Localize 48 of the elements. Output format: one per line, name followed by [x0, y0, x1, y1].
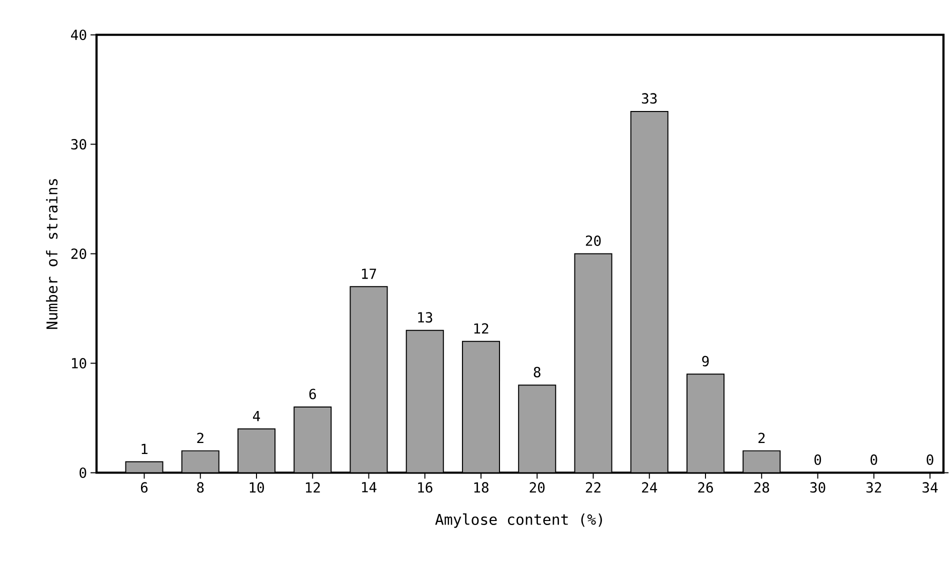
y-tick-label: 30: [71, 138, 86, 150]
x-tick-label: 20: [530, 482, 545, 493]
data-label: 8: [534, 366, 540, 378]
x-tick-label: 28: [754, 482, 770, 493]
x-tick-label: 10: [250, 482, 264, 493]
data-label: 12: [474, 323, 488, 334]
bar: [686, 374, 724, 473]
y-tick-label: 40: [71, 29, 86, 40]
x-tick-label: 8: [197, 482, 204, 493]
data-label: 2: [758, 432, 765, 443]
x-tick-label: 34: [922, 482, 938, 493]
y-tick-label: 10: [72, 358, 86, 368]
data-label: 20: [586, 235, 601, 246]
data-label: 17: [362, 268, 376, 279]
data-label: 13: [418, 312, 432, 322]
bar: [406, 330, 444, 473]
x-tick-label: 6: [140, 482, 148, 493]
data-label: 4: [253, 410, 260, 422]
bar: [518, 385, 556, 473]
bar: [462, 341, 500, 473]
x-tick-label: 18: [474, 482, 488, 493]
bar: [743, 450, 780, 473]
data-label: 2: [197, 432, 204, 443]
y-tick-label: 20: [71, 248, 86, 259]
data-label: 6: [309, 388, 316, 400]
data-label: 1: [142, 444, 148, 454]
x-tick-label: 24: [642, 482, 658, 492]
data-label: 33: [642, 93, 657, 104]
bar: [630, 111, 668, 473]
x-tick-label: 26: [698, 482, 713, 493]
y-tick-label: 0: [80, 467, 86, 478]
x-tick-label: 12: [306, 482, 320, 492]
bar: [294, 406, 332, 473]
bar: [574, 254, 612, 473]
y-axis-title: Number of strains: [46, 179, 58, 329]
data-label: 0: [814, 454, 822, 465]
x-tick-label: 16: [418, 482, 432, 493]
x-axis-title: Amylose content (%): [435, 513, 602, 528]
data-label: 0: [870, 454, 878, 465]
bar: [350, 286, 388, 473]
bar: [182, 450, 219, 473]
x-tick-label: 22: [586, 482, 600, 492]
bar: [238, 428, 276, 473]
x-tick-label: 32: [866, 482, 882, 493]
x-tick-label: 30: [810, 482, 826, 493]
x-tick-label: 14: [362, 482, 376, 492]
data-label: 0: [926, 454, 934, 465]
data-label: 9: [702, 356, 709, 366]
